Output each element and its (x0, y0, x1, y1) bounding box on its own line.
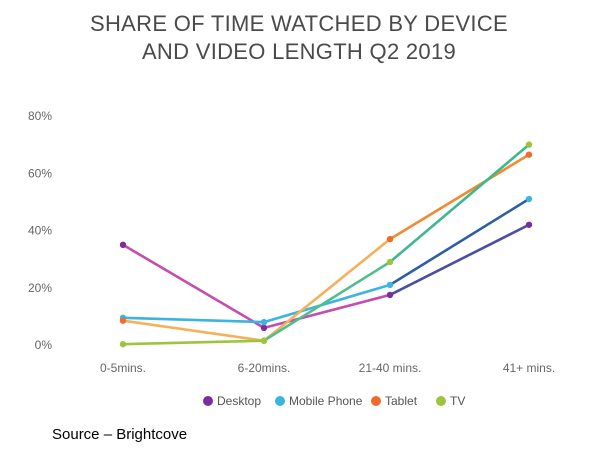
legend-entry: Mobile Phone (289, 394, 363, 408)
legend-entry: TV (450, 394, 465, 408)
data-point (525, 151, 533, 158)
legend-marker (275, 396, 285, 406)
data-point (386, 291, 394, 299)
y-tick-label: 20% (28, 281, 52, 295)
legend-marker (371, 396, 381, 406)
series-line-segment (262, 237, 392, 343)
y-tick-label: 40% (28, 224, 52, 238)
chart-title-line-1: SHARE OF TIME WATCHED BY DEVICE (90, 11, 508, 36)
data-point (260, 337, 268, 344)
legend-entry: Desktop (217, 394, 261, 408)
data-point (386, 281, 394, 289)
y-tick-label: 60% (28, 166, 52, 180)
data-point (525, 141, 533, 148)
data-point (119, 340, 127, 348)
series-line-segment (121, 339, 266, 346)
series-line-segment (388, 197, 531, 287)
y-tick-label: 80% (28, 109, 52, 123)
x-tick-label: 0-5mins. (100, 361, 146, 375)
x-tick-label: 21-40 mins. (359, 361, 422, 375)
legend-marker (203, 396, 213, 406)
data-point (260, 318, 268, 326)
series-line-segment (121, 243, 266, 330)
data-point (119, 317, 127, 324)
data-point (119, 241, 127, 249)
source-caption: Source – Brightcove (52, 426, 188, 443)
series-line-segment (388, 223, 531, 297)
series-line-segment (388, 143, 531, 264)
x-tick-label: 6-20mins. (238, 361, 291, 375)
chart-title: SHARE OF TIME WATCHED BY DEVICE AND VIDE… (0, 10, 598, 66)
x-tick-label: 41+ mins. (503, 361, 555, 375)
data-point (386, 258, 394, 266)
series-line-segment (121, 319, 266, 343)
series-line-segment (262, 260, 392, 343)
data-point (260, 324, 268, 332)
series-line-segment (388, 153, 531, 241)
chart-title-line-2: AND VIDEO LENGTH Q2 2019 (141, 39, 457, 64)
data-point (386, 235, 394, 243)
series-line-segment (262, 283, 392, 324)
series-line-segment (121, 316, 266, 324)
y-tick-label: 0% (35, 338, 53, 352)
legend-marker (436, 396, 446, 406)
data-point (525, 195, 533, 203)
data-point (525, 221, 533, 228)
legend-entry: Tablet (385, 394, 418, 408)
